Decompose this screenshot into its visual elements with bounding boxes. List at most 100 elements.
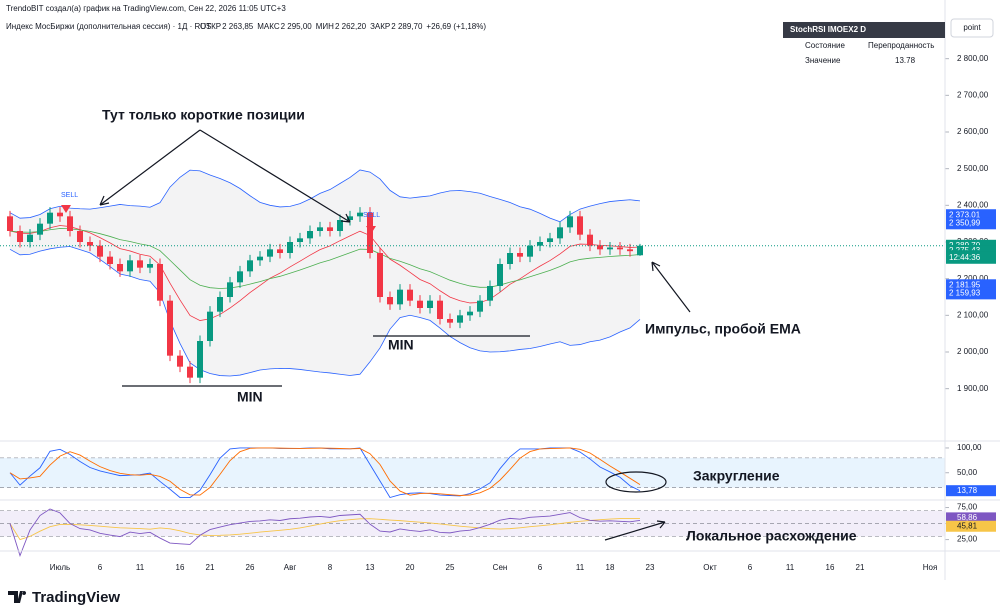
x-tick-label: 18 [606, 563, 615, 572]
bollinger-upper [9, 169, 641, 223]
x-tick-label: 20 [406, 563, 415, 572]
candle-body [367, 212, 373, 253]
circle-marker [605, 471, 667, 493]
x-tick-label: 26 [246, 563, 255, 572]
candle-body [397, 289, 403, 305]
x-tick-label: Июль [50, 563, 70, 572]
candle-body [497, 264, 503, 286]
countdown-tag [946, 251, 996, 264]
annotation: MIN [237, 389, 263, 405]
candle-body [207, 311, 213, 341]
y-tick-label: 2 400,00 [957, 200, 989, 209]
x-tick-label: 6 [748, 563, 753, 572]
candle-body [487, 286, 493, 301]
candle-body [197, 341, 203, 378]
candle-body [137, 260, 143, 268]
candle-body [417, 300, 423, 308]
candle-body [437, 300, 443, 319]
y-tick-label: 2 600,00 [957, 127, 989, 136]
y-tick-label: 25,00 [957, 535, 978, 544]
candle-body [277, 249, 283, 253]
x-tick-label: 11 [576, 563, 585, 572]
plot: 1 900,002 000,002 100,002 200,002 300,00… [0, 54, 996, 572]
candle-body [597, 245, 603, 250]
ohlc-name: МАКС [257, 22, 280, 31]
ohlc-name: ОТКР [200, 22, 221, 31]
candle-body [567, 216, 573, 228]
candle-body [147, 264, 153, 268]
x-tick-label: 16 [826, 563, 835, 572]
value-tag [946, 485, 996, 497]
price-tag-label: 2 181,95 [949, 280, 981, 289]
arrow [199, 129, 351, 223]
candle-body [297, 238, 303, 242]
candle-body [477, 300, 483, 312]
candle-body [87, 242, 93, 246]
y-tick-label: 2 500,00 [957, 164, 989, 173]
candle-body [27, 234, 33, 242]
info-cell: Состояние [805, 41, 845, 50]
candle-body [67, 216, 73, 231]
annotation-arrows [99, 129, 691, 541]
ohlc-value: 2 262,20 [335, 22, 367, 31]
price-tag-label: 2 159,93 [949, 288, 981, 297]
x-tick-label: Окт [703, 563, 717, 572]
candle-body [527, 245, 533, 257]
x-tick-label: 13 [366, 563, 375, 572]
candle-body [467, 311, 473, 316]
ohlc-name: МИН [316, 22, 334, 31]
y-tick-label: 100,00 [957, 443, 982, 452]
candle-body [377, 253, 383, 297]
annotation: MIN [388, 337, 414, 353]
oscillator-line [9, 517, 641, 541]
y-tick-label: 2 800,00 [957, 54, 989, 63]
price-tag [946, 217, 996, 230]
ohlc-value: 2 295,00 [281, 22, 313, 31]
oscillator-line [9, 508, 641, 557]
annotation: Тут только короткие позиции [102, 107, 305, 123]
candle-body [167, 300, 173, 356]
x-tick-label: 11 [136, 563, 145, 572]
value-tag [946, 512, 996, 524]
arrow [604, 520, 666, 541]
candle-body [447, 319, 453, 323]
candle-body [127, 260, 133, 272]
candle-body [247, 260, 253, 272]
ohlc-name: ЗАКР [370, 22, 390, 31]
y-tick-label: 50,00 [957, 468, 978, 477]
candle-body [267, 249, 273, 257]
bollinger-fill [10, 169, 640, 377]
x-tick-label: Сен [493, 563, 508, 572]
x-tick-label: Ноя [923, 563, 938, 572]
arrow [99, 129, 201, 206]
candle-body [177, 355, 183, 367]
candle-body [387, 297, 393, 305]
candle-body [117, 264, 123, 272]
logo-text: TradingView [32, 589, 120, 606]
annotation: Локальное расхождение [686, 528, 857, 544]
candle-body [427, 300, 433, 308]
scale-button[interactable] [950, 18, 994, 38]
ohlc-change: +26,69 (+1,18%) [426, 22, 486, 31]
scale-button-label[interactable]: point [963, 23, 981, 32]
candle-body [317, 227, 323, 231]
candle-body [337, 220, 343, 231]
candle-body [157, 264, 163, 301]
candle-body [47, 212, 53, 224]
x-tick-label: 21 [206, 563, 215, 572]
ohlc-header: ОТКР 2 263,85 МАКС 2 295,00 МИН 2 262,20 ЗАКР 2… [200, 22, 486, 31]
value-tag [946, 520, 996, 532]
x-tick-label: 11 [786, 563, 795, 572]
level-band [0, 457, 945, 488]
candle-body [607, 247, 613, 250]
candle-body [257, 256, 263, 261]
candle-body [357, 212, 363, 217]
price-tag-label: 2 350,99 [949, 218, 981, 227]
ohlc-value: 2 289,70 [391, 22, 423, 31]
signal-label: SELL [61, 192, 78, 199]
candle-body [627, 249, 633, 252]
annotation: Импульс, пробой EMA [645, 321, 801, 337]
candle-body [57, 212, 63, 217]
x-tick-label: Авг [284, 563, 297, 572]
